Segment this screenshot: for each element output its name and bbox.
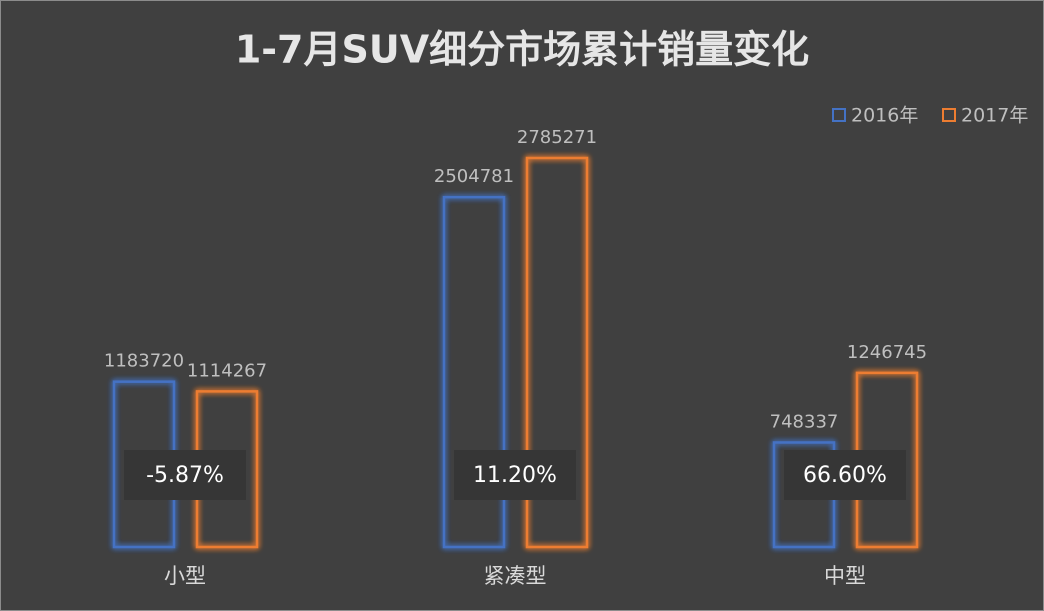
legend-label: 2017年 (961, 105, 1028, 127)
value-label: 2785271 (517, 127, 597, 148)
annotation-box (454, 450, 576, 500)
annotation-box (124, 450, 246, 500)
x-tick-label: 中型 (824, 564, 866, 588)
value-label: 748337 (770, 411, 839, 432)
value-label: 1183720 (104, 351, 184, 372)
annotation-box (784, 450, 906, 500)
value-label: 1246745 (847, 342, 927, 363)
legend-swatch (832, 108, 846, 122)
bar (525, 156, 589, 549)
chart-title: 1-7月SUV细分市场累计销量变化 (235, 28, 809, 72)
bar (442, 195, 506, 549)
legend-label: 2016年 (851, 105, 918, 127)
annotation: 11.20% (473, 463, 557, 488)
legend-swatch (942, 108, 956, 122)
value-label: 1114267 (187, 360, 267, 381)
x-tick-label: 小型 (164, 564, 206, 588)
annotation: -5.87% (146, 463, 224, 488)
value-label: 2504781 (434, 166, 514, 187)
x-tick-label: 紧凑型 (484, 564, 547, 588)
annotation: 66.60% (803, 463, 887, 488)
